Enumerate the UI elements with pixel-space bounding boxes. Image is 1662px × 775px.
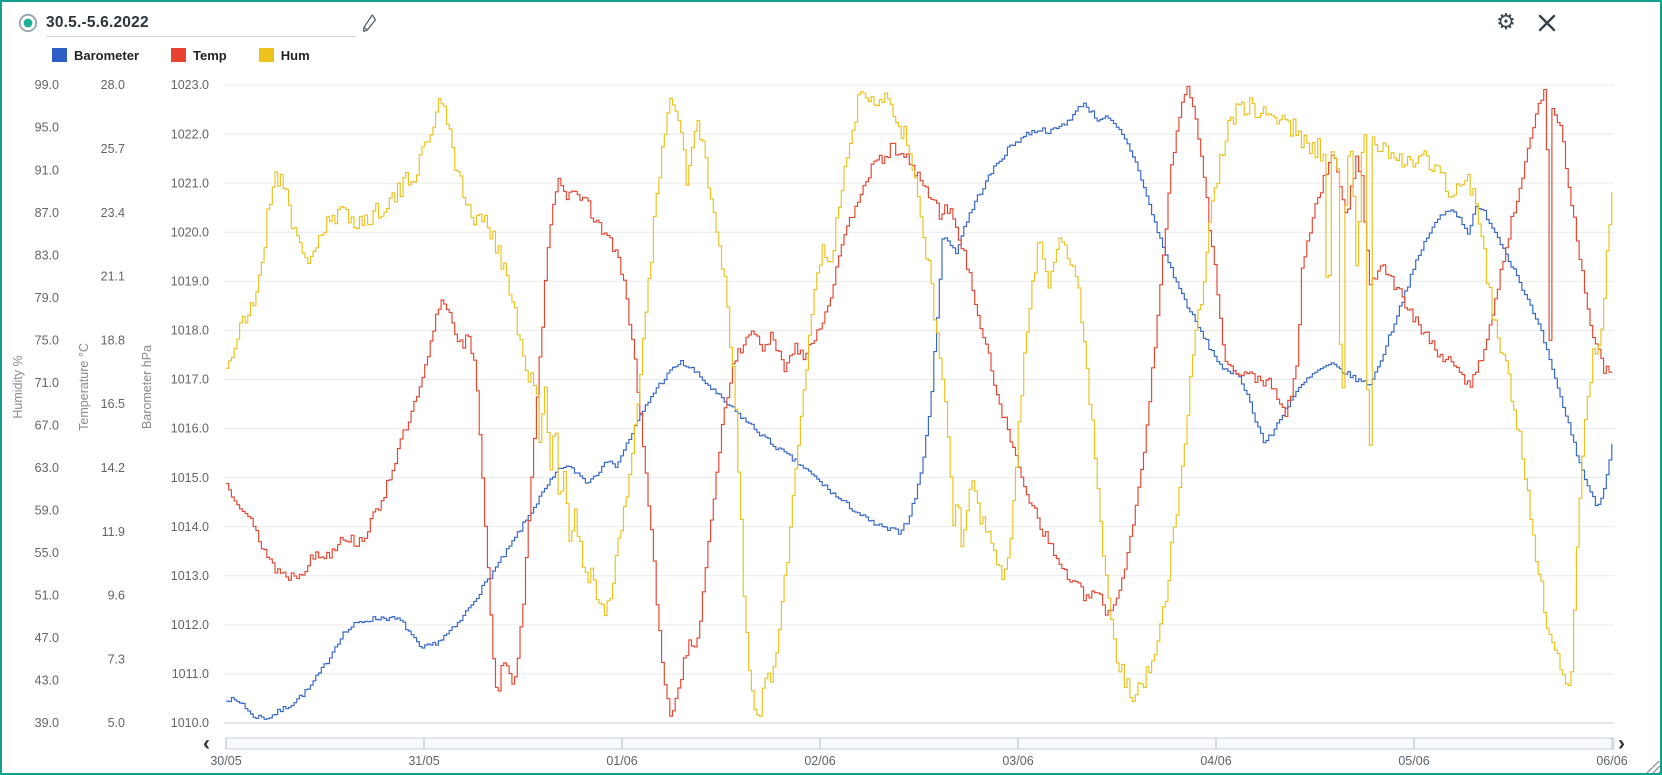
humidity-tick-label: 91.0 [35,163,59,177]
settings-gear-icon[interactable]: ⚙ [1496,9,1516,34]
temperature-tick-label: 7.3 [108,652,125,666]
legend-item-temp[interactable]: Temp [171,48,227,63]
humidity-tick-label: 43.0 [35,674,59,688]
temperature-tick-label: 9.6 [108,589,125,603]
humidity-tick-label: 71.0 [35,376,59,390]
gridlines [224,84,1614,724]
barometer-tick-label: 1017.0 [171,373,209,387]
barometer-tick-label: 1016.0 [171,422,209,436]
title-input[interactable]: 30.5.-5.6.2022 [46,10,356,37]
x-tick-label: 02/06 [804,754,835,768]
record-status-icon [18,13,38,33]
humidity-tick-label: 63.0 [35,461,59,475]
humidity-tick-label: 59.0 [35,504,59,518]
pan-left-chevron[interactable]: ‹ [203,732,210,755]
temperature-tick-label: 11.9 [102,525,125,539]
temperature-tick-label: 16.5 [101,397,125,411]
barometer-tick-label: 1021.0 [171,176,209,190]
barometer-tick-label: 1019.0 [171,275,209,289]
series-line-temp [226,85,1613,717]
close-icon[interactable] [1536,12,1558,34]
humidity-tick-label: 67.0 [35,418,59,432]
barometer-swatch [52,48,67,62]
humidity-tick-label: 95.0 [35,121,59,135]
series-line-hum [226,91,1613,717]
barometer-tick-label: 1014.0 [171,520,209,534]
legend-item-hum[interactable]: Hum [258,47,310,63]
temperature-tick-label: 23.4 [101,206,125,220]
temperature-tick-label: 14.2 [101,461,125,475]
temperature-tick-label: 5.0 [108,716,125,730]
legend-label: Temp [193,47,227,63]
barometer-tick-label: 1020.0 [171,225,209,239]
humidity-tick-label: 99.0 [35,78,59,92]
barometer-tick-label: 1023.0 [171,78,209,92]
legend-item-barometer[interactable]: Barometer [52,48,139,63]
humidity-tick-label: 47.0 [35,631,59,645]
legend-label: Hum [280,47,310,63]
x-tick-label: 01/06 [606,754,637,768]
edit-pencil-icon[interactable] [358,12,380,34]
barometer-tick-label: 1015.0 [171,471,209,485]
resize-handle-icon[interactable] [1646,760,1661,775]
plot-area[interactable] [226,85,1613,720]
timeline-track[interactable] [225,737,1615,750]
legend-label: Barometer [74,47,140,63]
temperature-tick-label: 21.1 [101,270,125,284]
page-title: 30.5.-5.6.2022 [46,14,149,31]
timeline-scrollbar[interactable] [225,737,1615,750]
hum-swatch [258,48,274,62]
pan-right-chevron[interactable]: › [1618,732,1625,755]
barometer-tick-label: 1011.0 [172,667,209,681]
x-tick-label: 05/06 [1398,754,1429,768]
humidity-tick-label: 51.0 [35,589,59,603]
temperature-axis-title: Temperature °C [77,343,91,431]
humidity-tick-label: 55.0 [35,546,59,560]
x-tick-label: 06/06 [1596,754,1627,768]
x-tick-label: 03/06 [1002,754,1033,768]
humidity-tick-label: 75.0 [35,333,59,347]
temperature-tick-label: 28.0 [101,78,125,92]
temperature-tick-label: 25.7 [101,142,125,156]
x-tick-label: 04/06 [1200,754,1231,768]
humidity-axis-title: Humidity % [11,355,25,418]
barometer-tick-label: 1018.0 [171,324,209,338]
barometer-tick-label: 1013.0 [171,569,209,583]
humidity-tick-label: 39.0 [35,716,59,730]
barometer-axis-title: Barometer hPa [140,345,154,429]
barometer-tick-label: 1010.0 [171,716,209,730]
barometer-tick-label: 1022.0 [171,127,209,141]
humidity-tick-label: 79.0 [35,291,59,305]
humidity-tick-label: 87.0 [35,206,59,220]
legend: Barometer Temp Hum [52,47,310,63]
series-line-barometer [226,102,1613,720]
x-tick-label: 31/05 [408,754,439,768]
x-axis-tick-labels: 30/05 31/05 01/06 02/06 03/06 04/06 05/06 06/06 [210,754,1627,768]
x-tick-label: 30/05 [210,754,241,768]
humidity-tick-label: 83.0 [35,248,59,262]
y-axis-tick-labels: 99.0 95.0 91.0 87.0 83.0 79.0 75.0 71.0 67.0 63.0… [35,78,209,730]
barometer-tick-label: 1012.0 [171,618,209,632]
temperature-tick-label: 18.8 [101,333,125,347]
temp-swatch [171,48,187,62]
